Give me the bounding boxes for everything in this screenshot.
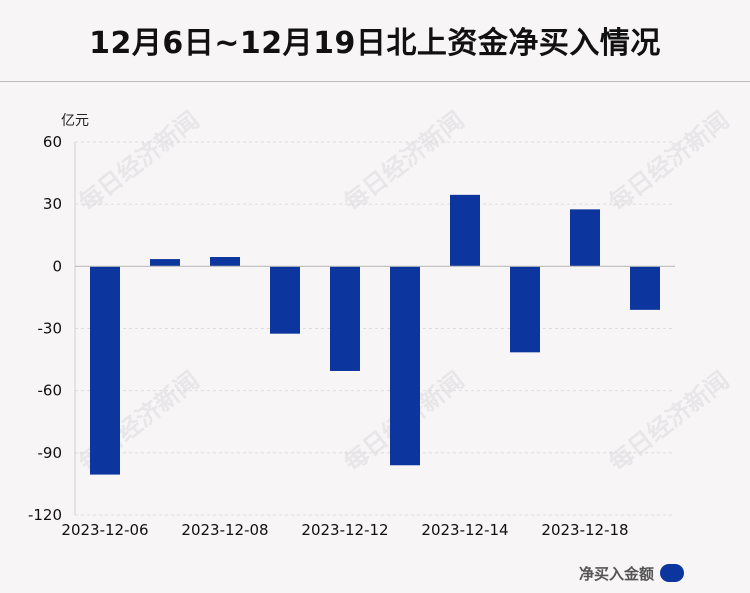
y-tick-label: -90 bbox=[38, 444, 63, 462]
y-tick-label: -120 bbox=[28, 506, 62, 524]
x-tick-label: 2023-12-18 bbox=[541, 521, 628, 539]
legend: 净买入金额 bbox=[579, 562, 684, 584]
bar bbox=[630, 266, 660, 310]
y-axis-unit-label: 亿元 bbox=[61, 113, 89, 129]
x-tick-label: 2023-12-14 bbox=[421, 521, 508, 539]
bar bbox=[210, 257, 240, 267]
title-divider bbox=[0, 81, 750, 82]
y-tick-label: 30 bbox=[43, 195, 62, 213]
y-tick-label: 0 bbox=[52, 257, 62, 275]
bar bbox=[450, 194, 480, 267]
bar bbox=[570, 209, 600, 267]
bar bbox=[150, 259, 180, 267]
x-tick-label: 2023-12-08 bbox=[181, 521, 268, 539]
bar bbox=[90, 266, 120, 475]
y-tick-label: -60 bbox=[38, 382, 63, 400]
legend-label: 净买入金额 bbox=[578, 564, 654, 583]
bar bbox=[390, 266, 420, 466]
x-tick-label: 2023-12-12 bbox=[301, 521, 388, 539]
x-tick-label: 2023-12-06 bbox=[61, 521, 148, 539]
bar bbox=[510, 266, 540, 353]
y-tick-label: -30 bbox=[38, 320, 63, 338]
bar bbox=[270, 266, 300, 334]
bar bbox=[330, 266, 360, 371]
y-tick-label: 60 bbox=[43, 133, 62, 151]
chart-title: 12月6日~12月19日北上资金净买入情况 bbox=[89, 26, 661, 61]
legend-swatch bbox=[660, 564, 684, 582]
